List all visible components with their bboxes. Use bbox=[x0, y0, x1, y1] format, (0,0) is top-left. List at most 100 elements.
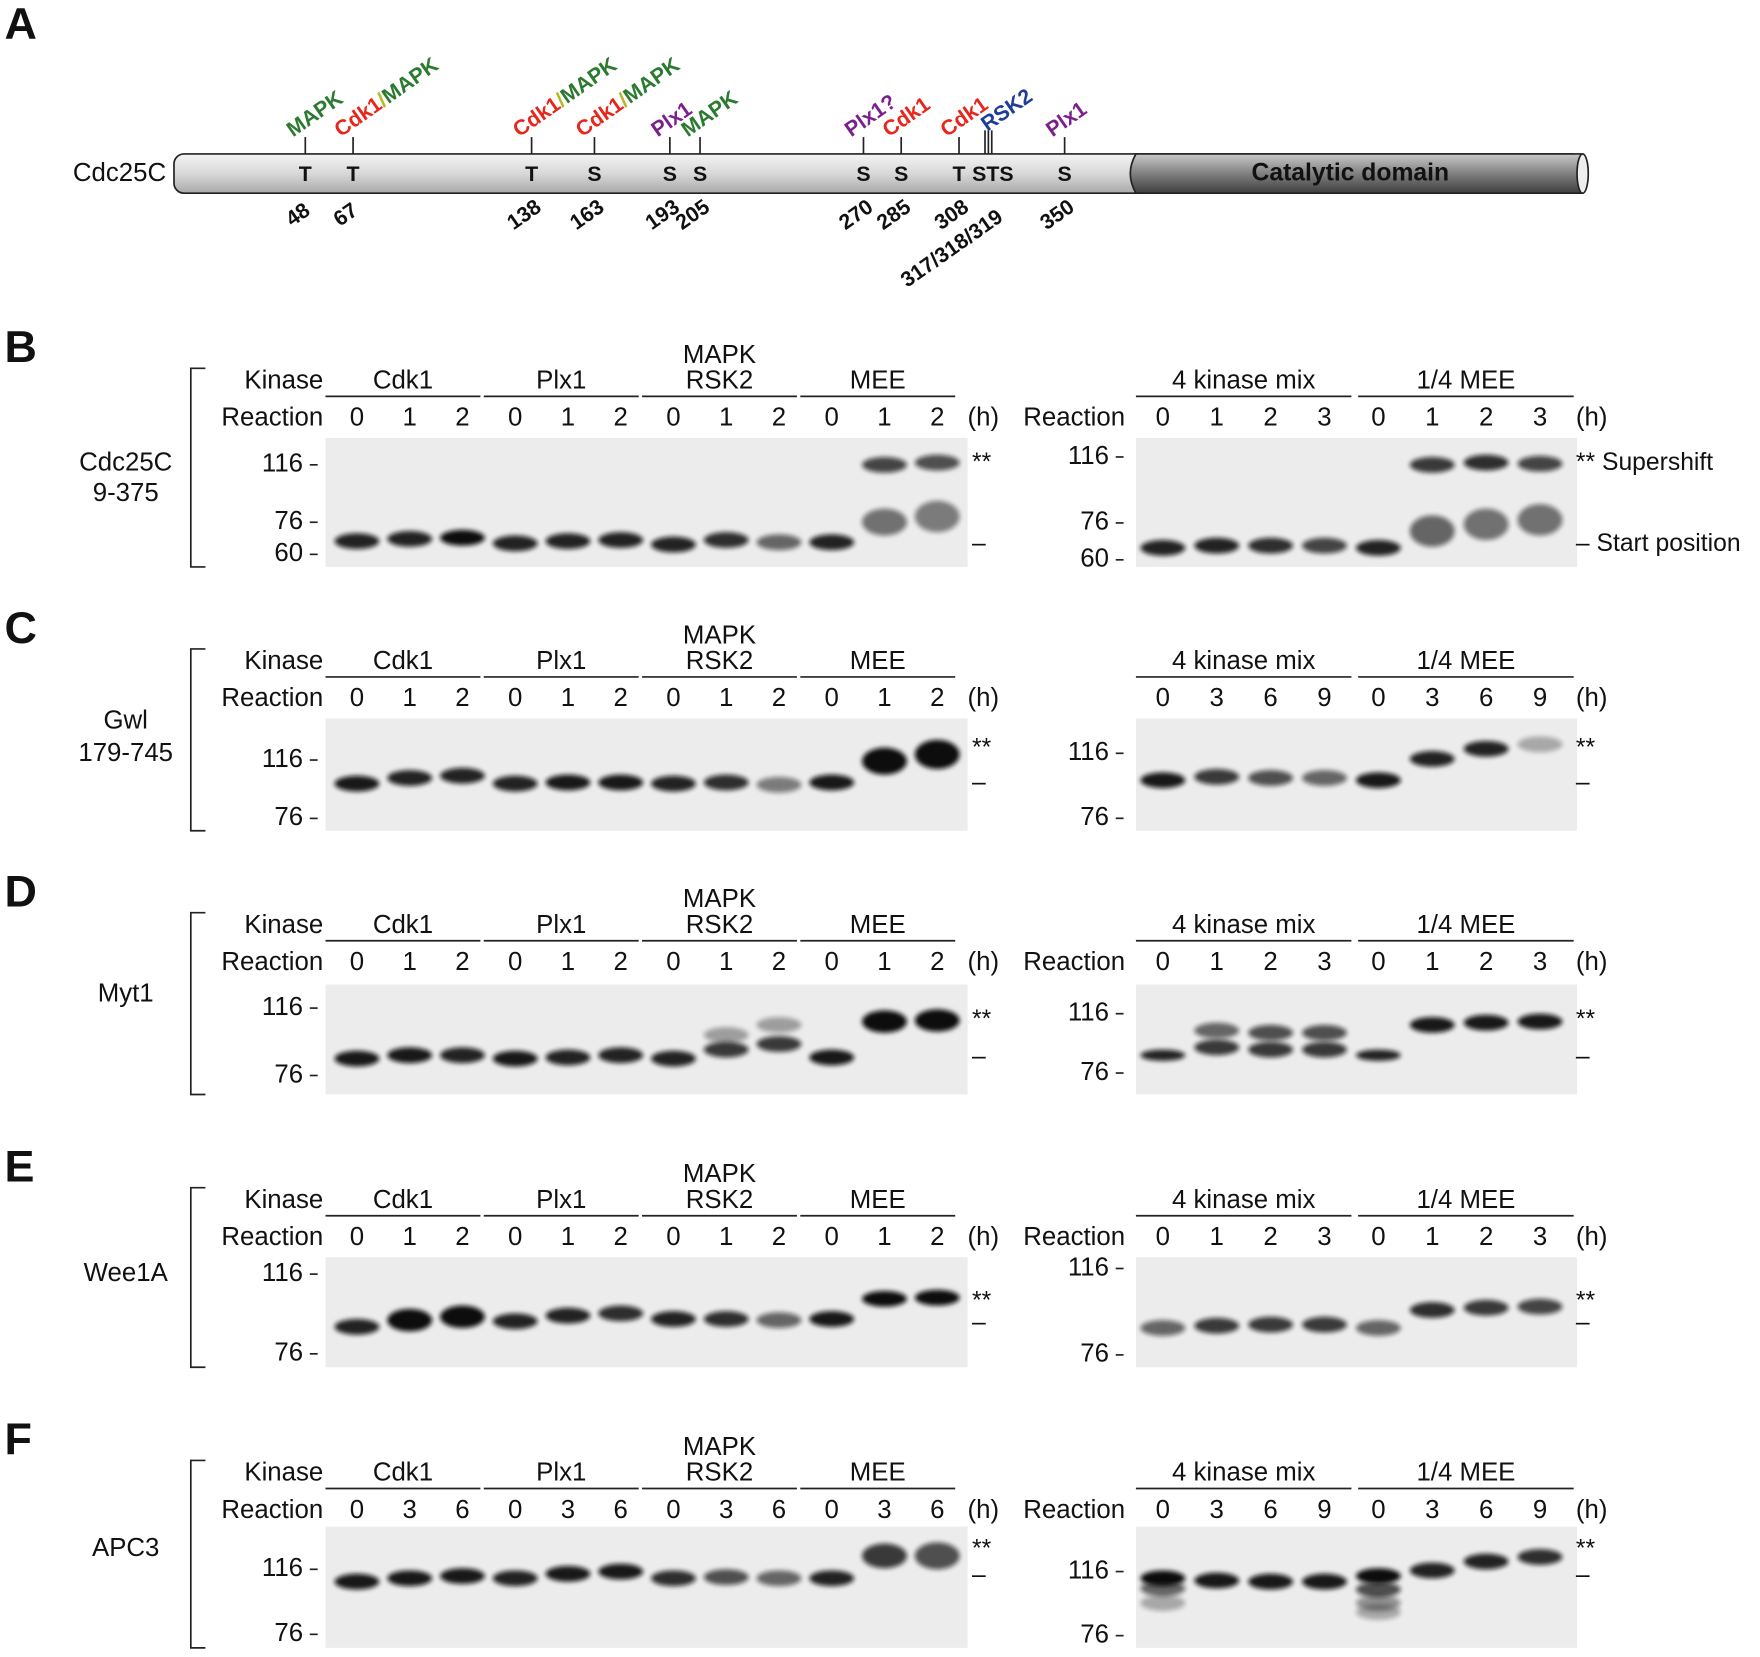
shift-mark: ** bbox=[1576, 734, 1596, 761]
kinase-part: Plx1 bbox=[1041, 96, 1091, 141]
band bbox=[545, 1307, 591, 1324]
kinase-part: MAPK bbox=[619, 52, 685, 108]
protein-name: Wee1A bbox=[84, 1259, 169, 1287]
lane-time: 9 bbox=[1317, 684, 1331, 712]
band bbox=[1409, 1017, 1455, 1033]
time-unit: (h) bbox=[1576, 404, 1608, 432]
residue: S bbox=[856, 162, 870, 186]
lane-time: 3 bbox=[1425, 1496, 1439, 1524]
lane-time: 3 bbox=[1533, 404, 1547, 432]
lane-time: 1 bbox=[403, 948, 417, 976]
mw-marker: 116 bbox=[1068, 1556, 1109, 1584]
group-name: Plx1 bbox=[536, 911, 586, 939]
band bbox=[809, 774, 855, 791]
lane-time: 0 bbox=[666, 1223, 680, 1251]
lane-time: 2 bbox=[930, 1223, 944, 1251]
row-label: Reaction bbox=[221, 948, 323, 976]
lane-time: 0 bbox=[508, 684, 522, 712]
lane-time: 3 bbox=[719, 1496, 733, 1524]
band bbox=[703, 1311, 749, 1327]
band bbox=[1248, 1316, 1294, 1333]
residue: S bbox=[894, 162, 908, 186]
lane-time: 6 bbox=[772, 1496, 786, 1524]
mw-marker: 76 bbox=[274, 803, 303, 831]
band bbox=[545, 774, 591, 791]
lane-time: 3 bbox=[1210, 1496, 1224, 1524]
lane-time: 0 bbox=[825, 948, 839, 976]
lane-time: 1 bbox=[1425, 948, 1439, 976]
lane-time: 1 bbox=[561, 684, 575, 712]
group-name: 4 kinase mix bbox=[1172, 367, 1315, 395]
band bbox=[651, 1050, 696, 1067]
bracket bbox=[189, 1186, 206, 1369]
panel-label: A bbox=[4, 0, 36, 49]
band bbox=[1409, 751, 1455, 767]
group-name: 4 kinase mix bbox=[1172, 1186, 1315, 1214]
kinase-label: Cdk1/MAPK bbox=[508, 52, 621, 141]
band bbox=[1517, 736, 1563, 753]
blot bbox=[325, 718, 968, 831]
panel-label: B bbox=[4, 321, 36, 372]
bracket bbox=[189, 648, 206, 832]
residue: T bbox=[953, 162, 966, 186]
band bbox=[1409, 515, 1455, 547]
lane-time: 0 bbox=[508, 404, 522, 432]
band bbox=[1463, 454, 1509, 471]
lane-time: 2 bbox=[772, 684, 786, 712]
band bbox=[440, 1568, 485, 1584]
band bbox=[651, 775, 696, 792]
row-label: Reaction bbox=[1023, 404, 1125, 432]
band bbox=[862, 1543, 907, 1569]
lane-time: 9 bbox=[1533, 684, 1547, 712]
band bbox=[703, 1569, 749, 1586]
lane-time: 1 bbox=[403, 684, 417, 712]
lane-time: 0 bbox=[1156, 948, 1170, 976]
row-label: Reaction bbox=[1023, 1223, 1125, 1251]
band bbox=[1194, 769, 1240, 785]
lane-time: 3 bbox=[1317, 404, 1331, 432]
band bbox=[1140, 1320, 1186, 1336]
lane-time: 0 bbox=[508, 1496, 522, 1524]
lane-time: 0 bbox=[1156, 684, 1170, 712]
band bbox=[1463, 1553, 1509, 1570]
lane-time: 0 bbox=[1371, 1496, 1385, 1524]
lane-time: 1 bbox=[561, 948, 575, 976]
start-mark: – bbox=[1576, 1562, 1590, 1589]
lane-time: 1 bbox=[719, 948, 733, 976]
protein-name: APC3 bbox=[92, 1534, 159, 1562]
band bbox=[1517, 1298, 1563, 1315]
band bbox=[598, 774, 644, 791]
group-name: MAPK bbox=[683, 621, 756, 649]
bar-end bbox=[1576, 153, 1590, 195]
lane-time: 1 bbox=[1425, 1223, 1439, 1251]
lane-time: 2 bbox=[772, 404, 786, 432]
band bbox=[492, 1313, 538, 1330]
band bbox=[651, 1311, 696, 1327]
lane-time: 0 bbox=[825, 684, 839, 712]
lane-time: 3 bbox=[1317, 1223, 1331, 1251]
band bbox=[387, 1570, 433, 1587]
panel-label: C bbox=[4, 602, 36, 653]
lane-time: 0 bbox=[1371, 948, 1385, 976]
band bbox=[1194, 537, 1240, 554]
bracket bbox=[189, 911, 206, 1096]
residue: S bbox=[1058, 162, 1072, 186]
lane-time: 3 bbox=[1533, 948, 1547, 976]
row-label: Kinase bbox=[244, 1459, 323, 1487]
lane-time: 0 bbox=[666, 948, 680, 976]
lane-time: 0 bbox=[350, 948, 364, 976]
band bbox=[1517, 504, 1563, 536]
band bbox=[862, 747, 907, 775]
shift-mark: ** bbox=[972, 1288, 992, 1315]
band bbox=[387, 531, 433, 547]
start-mark: – bbox=[972, 1309, 986, 1336]
start-mark: – bbox=[1576, 769, 1590, 796]
lane-time: 0 bbox=[350, 684, 364, 712]
lane-time: 1 bbox=[1210, 404, 1224, 432]
band bbox=[809, 1049, 855, 1066]
protein-name: Gwl bbox=[103, 707, 147, 735]
lane-time: 3 bbox=[1210, 684, 1224, 712]
group-name: 1/4 MEE bbox=[1416, 911, 1515, 939]
group-name: MAPK bbox=[683, 1433, 756, 1461]
band bbox=[440, 767, 485, 784]
